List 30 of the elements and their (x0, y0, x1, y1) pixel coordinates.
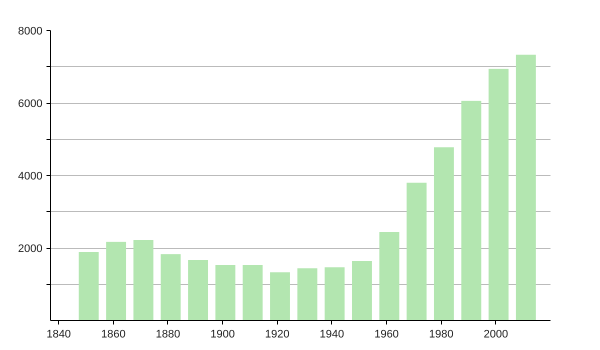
x-tick-label: 2000 (484, 328, 508, 340)
bar (160, 254, 181, 320)
bar (133, 240, 154, 320)
x-tick-label: 1900 (210, 328, 235, 340)
bar (488, 68, 509, 320)
y-tick-label: 4000 (18, 170, 43, 182)
bar (379, 232, 400, 320)
y-tick-label: 6000 (18, 98, 43, 110)
bar (270, 272, 290, 320)
x-tick-label: 1960 (374, 328, 399, 340)
y-tick-label: 8000 (18, 26, 43, 38)
bar (215, 265, 236, 320)
bar (352, 261, 372, 320)
bar (297, 268, 318, 320)
x-tick-label: 1940 (320, 328, 344, 340)
bar (188, 260, 208, 320)
bar (78, 252, 99, 320)
y-tick-label: 2000 (18, 243, 43, 255)
x-tick-label: 1880 (156, 328, 180, 340)
bar (242, 265, 263, 320)
x-tick-label: 1920 (265, 328, 290, 340)
x-tick-label: 1980 (428, 328, 454, 340)
bar (106, 242, 126, 320)
bar (406, 182, 427, 320)
bar (516, 54, 536, 320)
x-tick-label: 1840 (46, 328, 71, 340)
x-tick-label: 1860 (101, 328, 126, 340)
bar (461, 100, 482, 320)
bar (434, 147, 454, 320)
bar (324, 267, 345, 320)
